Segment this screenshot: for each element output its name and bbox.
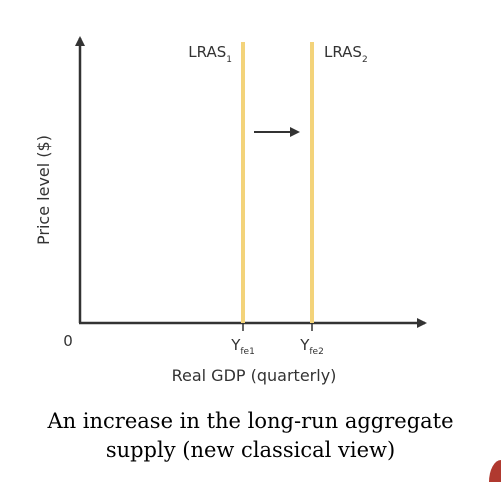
caption-line-2: supply (new classical view) (105, 438, 396, 462)
yfe1-label: Yfe1 (230, 336, 255, 357)
lras-1-label: LRAS1 (188, 43, 232, 65)
origin-label: 0 (63, 332, 73, 350)
x-axis-label: Real GDP (quarterly) (172, 366, 337, 385)
corner-logo-fragment (489, 460, 501, 482)
lras-2-label: LRAS2 (324, 43, 368, 65)
yfe2-label: Yfe2 (299, 336, 324, 357)
y-axis-label: Price level ($) (34, 135, 53, 245)
caption-line-1: An increase in the long-run aggregate (47, 409, 454, 433)
